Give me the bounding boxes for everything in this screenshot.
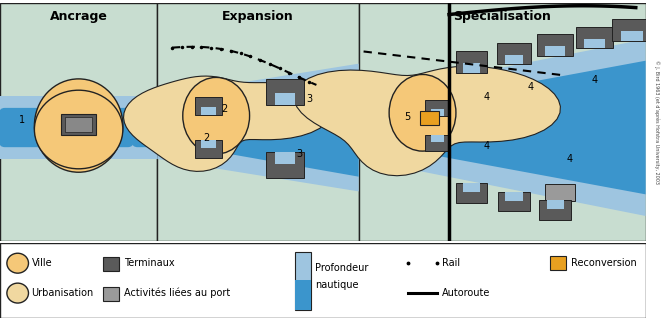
Text: 2: 2 <box>203 133 209 143</box>
Bar <box>425 100 449 116</box>
Bar <box>431 135 444 142</box>
Text: 4: 4 <box>483 92 490 102</box>
Text: Rail: Rail <box>442 258 460 268</box>
Bar <box>547 200 564 209</box>
Bar <box>456 51 488 73</box>
Bar <box>275 152 295 163</box>
Bar <box>275 93 295 105</box>
Text: Urbanisation: Urbanisation <box>31 288 94 298</box>
Ellipse shape <box>34 79 123 172</box>
Polygon shape <box>124 76 332 171</box>
Bar <box>463 63 480 73</box>
Text: 3: 3 <box>306 94 312 104</box>
Bar <box>359 3 646 240</box>
Text: 4: 4 <box>567 154 573 164</box>
Bar <box>612 19 652 41</box>
Polygon shape <box>359 61 646 194</box>
Bar <box>201 140 216 148</box>
Text: 3: 3 <box>296 149 303 159</box>
Bar <box>621 31 643 41</box>
Bar <box>61 114 96 135</box>
Text: Profondeur: Profondeur <box>315 263 369 273</box>
Ellipse shape <box>7 253 29 273</box>
Bar <box>65 117 92 132</box>
Text: Expansion: Expansion <box>222 10 294 23</box>
Bar <box>266 80 304 105</box>
Ellipse shape <box>34 90 123 169</box>
Bar <box>295 252 310 310</box>
Bar <box>195 140 222 158</box>
Bar <box>551 256 566 270</box>
Text: 4: 4 <box>591 75 597 85</box>
Bar <box>504 55 523 64</box>
Text: 4: 4 <box>483 141 490 151</box>
Bar <box>103 287 119 301</box>
Text: © J. Bird 1963 (et d’après Hofstra University, 2003: © J. Bird 1963 (et d’après Hofstra Unive… <box>654 60 660 183</box>
Bar <box>0 3 157 240</box>
Ellipse shape <box>7 283 29 303</box>
Ellipse shape <box>183 77 250 154</box>
Bar <box>103 257 119 271</box>
Bar <box>456 183 488 203</box>
Polygon shape <box>359 39 646 216</box>
Text: Autoroute: Autoroute <box>442 288 490 298</box>
Bar <box>498 192 530 211</box>
FancyBboxPatch shape <box>0 108 134 147</box>
Bar <box>463 183 480 192</box>
Text: 4: 4 <box>528 82 534 92</box>
Bar <box>295 280 310 310</box>
Bar <box>537 34 573 56</box>
Text: 5: 5 <box>405 112 411 122</box>
Polygon shape <box>157 79 359 177</box>
Text: Spécialisation: Spécialisation <box>453 10 551 23</box>
Bar <box>505 192 522 201</box>
Polygon shape <box>294 66 561 176</box>
Ellipse shape <box>389 74 456 151</box>
FancyBboxPatch shape <box>333 108 409 147</box>
Bar <box>584 38 605 48</box>
Polygon shape <box>157 64 359 191</box>
Text: Ville: Ville <box>31 258 52 268</box>
Bar <box>576 27 613 48</box>
Bar <box>195 97 222 115</box>
Bar <box>266 152 304 178</box>
Bar <box>0 96 157 159</box>
Bar <box>431 109 444 116</box>
Text: 2: 2 <box>221 104 227 114</box>
Bar <box>545 46 565 56</box>
Bar <box>545 183 575 201</box>
Bar <box>201 107 216 115</box>
FancyBboxPatch shape <box>132 108 203 147</box>
Bar <box>419 111 440 125</box>
Bar <box>157 3 359 240</box>
Bar <box>497 43 531 64</box>
Text: Terminaux: Terminaux <box>124 258 175 268</box>
Text: 1: 1 <box>19 114 25 125</box>
Text: Ancrage: Ancrage <box>50 10 108 23</box>
Bar <box>425 135 449 151</box>
Text: Activités liées au port: Activités liées au port <box>124 288 230 298</box>
Bar <box>539 200 571 220</box>
Text: Reconversion: Reconversion <box>571 258 637 268</box>
Text: nautique: nautique <box>315 280 359 290</box>
